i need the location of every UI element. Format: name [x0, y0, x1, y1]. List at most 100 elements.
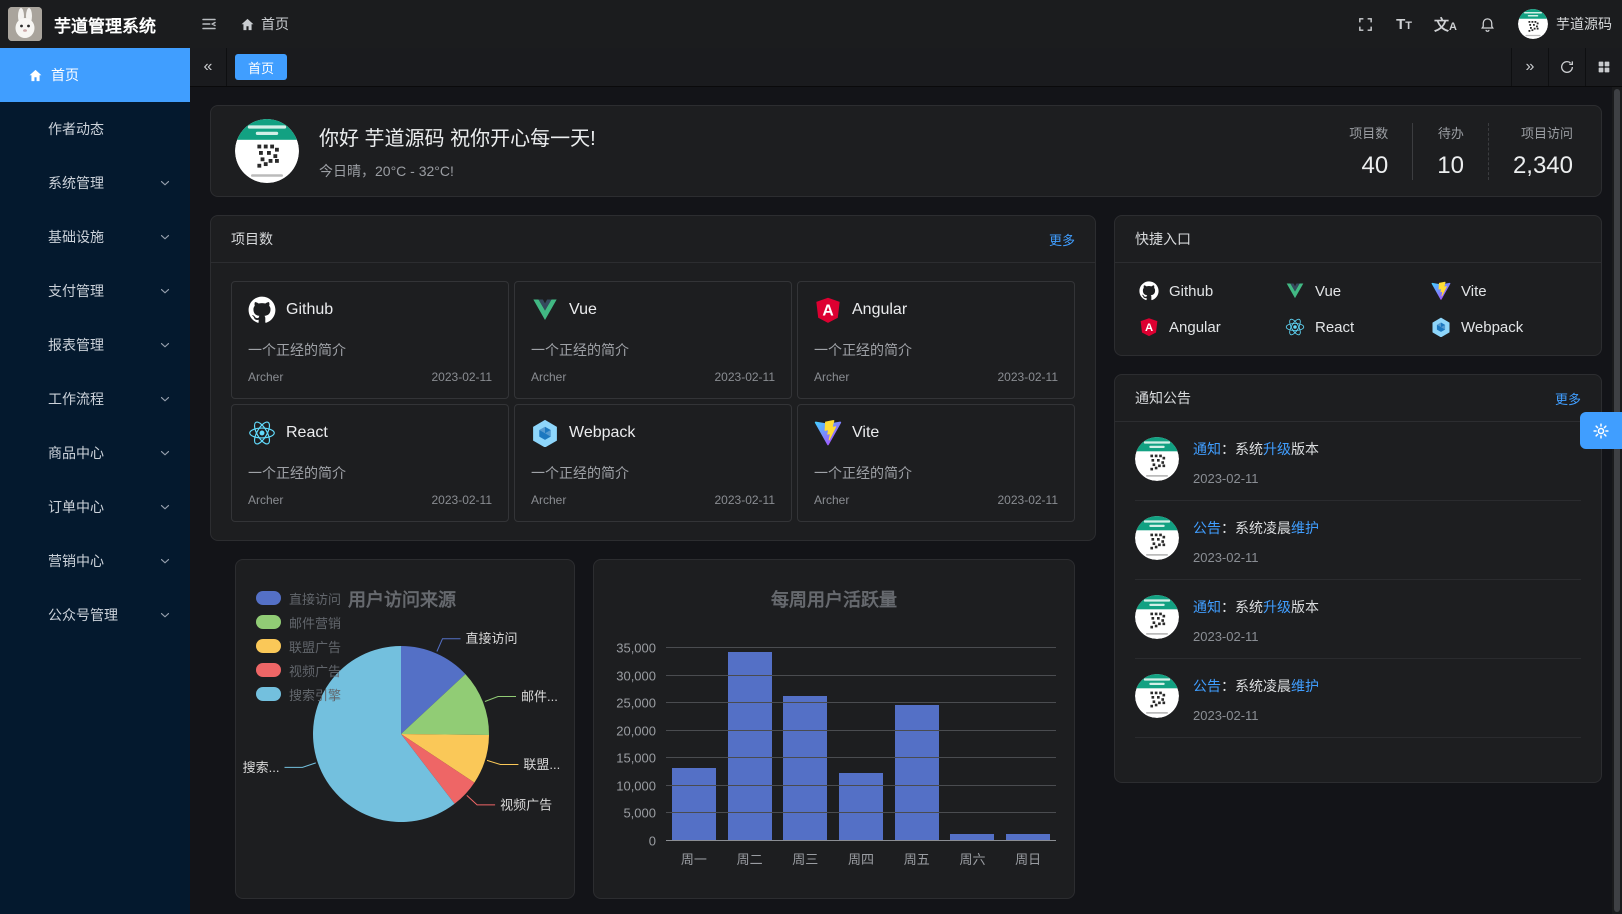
notice-qr-avatar: [1135, 595, 1179, 639]
font-size-icon[interactable]: TT: [1396, 15, 1413, 33]
sidebar-item-author-news[interactable]: 作者动态: [0, 102, 190, 156]
sidebar-item-system[interactable]: 系统管理: [0, 156, 190, 210]
notice-texts: 通知：系统升级版本 2023-02-11: [1193, 437, 1319, 486]
refresh-icon[interactable]: [1548, 48, 1585, 86]
tab-首页[interactable]: 首页: [235, 54, 288, 80]
pie-legend: 直接访问 邮件营销联盟广告视频广告 搜索引擎: [256, 586, 341, 706]
notice-title-link[interactable]: 通知：系统升级版本: [1193, 599, 1319, 615]
sidebar-item-label: 基础设施: [48, 229, 104, 245]
user-name: 芋道源码: [1556, 16, 1612, 32]
project-tile-head: A Angular: [814, 296, 1058, 324]
project-author: Archer: [531, 370, 567, 384]
bar-周一: [671, 767, 716, 841]
bar-chart-title: 每周用户活跃量: [771, 590, 897, 610]
welcome-stats: 项目数 40 待办 10 项目访问 2,340: [1325, 122, 1577, 180]
legend-label: 联盟广告: [289, 639, 342, 655]
sidebar-item-home[interactable]: 首页: [0, 48, 190, 102]
bell-icon[interactable]: [1479, 16, 1496, 33]
sidebar: 首页作者动态系统管理基础设施支付管理 报表管理工作流程商品中心 订单中心营销中心公众…: [0, 48, 190, 914]
sidebar-item-product[interactable]: 商品中心: [0, 426, 190, 480]
scrollbar-thumb[interactable]: [1614, 89, 1620, 912]
locale-icon[interactable]: 文A: [1434, 16, 1457, 34]
gridline: [666, 674, 1056, 676]
project-name: React: [286, 424, 328, 441]
sidebar-item-marketing[interactable]: 营销中心: [0, 534, 190, 588]
gridline: [666, 647, 1056, 648]
project-tile-head: Webpack: [531, 419, 775, 447]
gridline: [666, 840, 1056, 841]
weather-text: 今日晴，20°C - 32°C!: [319, 162, 454, 179]
breadcrumb[interactable]: 首页: [240, 14, 289, 34]
notices-card: 通知公告 更多 通知：系统升级版本 2023-02-11 公告：系统凌晨维护 2023…: [1114, 374, 1602, 783]
project-desc: 一个正经的简介: [248, 342, 346, 358]
shortcut-vue[interactable]: Vue: [1285, 281, 1431, 301]
webpack-icon: [1431, 317, 1451, 337]
notice-date: 2023-02-11: [1193, 550, 1259, 565]
project-tile-vue[interactable]: Vue 一个正经的简介 Archer 2023-02-11: [514, 281, 792, 399]
sidebar-item-workflow[interactable]: 工作流程: [0, 372, 190, 426]
vite-icon: [1431, 281, 1451, 301]
x-axis-label: 周一: [680, 852, 707, 867]
x-axis-label: 周四: [848, 852, 875, 867]
shortcut-github[interactable]: Github: [1139, 281, 1285, 301]
projects-more-link[interactable]: 更多: [1048, 232, 1075, 248]
shortcut-webpack[interactable]: Webpack: [1431, 317, 1577, 337]
shortcut-angular[interactable]: A Angular: [1139, 317, 1285, 337]
bar-slot: [945, 648, 1001, 841]
bar-chart: 周一 周二 周三 周四 周五 周六 周日 0 5,000 10,000 15,000 20,000 2…: [616, 641, 1056, 867]
layout-grid-icon[interactable]: [1585, 48, 1622, 86]
github-icon: [1139, 281, 1159, 301]
user-menu[interactable]: 芋道源码: [1518, 9, 1612, 39]
bar-周六: [950, 833, 995, 841]
pie-chart-card: 用户访问来源 直接访问 邮件营销 联盟广告 视频广告 搜索引擎 直接访问 邮件... 联盟.…: [235, 559, 575, 899]
notice-title-link[interactable]: 公告：系统凌晨维护: [1193, 520, 1319, 536]
chevron-down-icon: [158, 230, 172, 244]
notice-title-link[interactable]: 公告：系统凌晨维护: [1193, 678, 1319, 694]
notice-date: 2023-02-11: [1193, 629, 1259, 644]
legend-item-直接访问[interactable]: 直接访问: [256, 586, 341, 610]
sidebar-item-order[interactable]: 订单中心: [0, 480, 190, 534]
pie-slice-搜索引擎: [313, 646, 455, 822]
notice-title-link[interactable]: 通知：系统升级版本: [1193, 441, 1319, 457]
sidebar-item-mp[interactable]: 公众号管理: [0, 588, 190, 642]
project-tile-github[interactable]: Github 一个正经的简介 Archer 2023-02-11: [231, 281, 509, 399]
project-desc: 一个正经的简介: [531, 465, 629, 481]
legend-item-视频广告[interactable]: 视频广告: [256, 658, 341, 682]
sidebar-item-label: 首页: [51, 67, 79, 83]
sidebar-item-label: 工作流程: [48, 391, 104, 407]
shortcut-label: Github: [1169, 282, 1214, 300]
sidebar-item-pay[interactable]: 支付管理: [0, 264, 190, 318]
projects-card-title: 项目数: [231, 231, 273, 247]
legend-item-联盟广告[interactable]: 联盟广告: [256, 634, 341, 658]
tabs-scroll-right-icon[interactable]: »: [1511, 48, 1548, 86]
chevron-down-icon: [158, 338, 172, 352]
menu-fold-icon[interactable]: [200, 15, 218, 33]
shortcut-react[interactable]: React: [1285, 317, 1431, 337]
sidebar-item-report[interactable]: 报表管理: [0, 318, 190, 372]
legend-swatch: [256, 687, 281, 701]
tabs-scroll-left-icon[interactable]: «: [190, 48, 227, 86]
legend-item-搜索引擎[interactable]: 搜索引擎: [256, 682, 341, 706]
notices-more-link[interactable]: 更多: [1554, 391, 1581, 407]
user-avatar: [1518, 9, 1548, 39]
sidebar-item-label: 营销中心: [48, 553, 104, 569]
settings-gear-button[interactable]: [1580, 412, 1622, 449]
chevron-down-icon: [158, 446, 172, 460]
project-tile-react[interactable]: React 一个正经的简介 Archer 2023-02-11: [231, 404, 509, 522]
x-axis-label: 周日: [1015, 852, 1042, 867]
app-title: 芋道管理系统: [54, 16, 156, 36]
legend-item-邮件营销[interactable]: 邮件营销: [256, 610, 341, 634]
sidebar-item-infra[interactable]: 基础设施: [0, 210, 190, 264]
shortcut-vite[interactable]: Vite: [1431, 281, 1577, 301]
stat-项目访问: 项目访问 2,340: [1487, 122, 1577, 180]
fullscreen-icon[interactable]: [1357, 16, 1374, 33]
project-tile-angular[interactable]: A Angular 一个正经的简介 Archer 2023-02-11: [797, 281, 1075, 399]
gridline: [666, 729, 1056, 731]
project-tile-vite[interactable]: Vite 一个正经的简介 Archer 2023-02-11: [797, 404, 1075, 522]
sidebar-item-label: 系统管理: [48, 175, 104, 191]
x-axis-label: 周三: [792, 852, 819, 867]
stat-value: 40: [1361, 151, 1389, 179]
home-icon: [28, 68, 43, 83]
project-tile-webpack[interactable]: Webpack 一个正经的简介 Archer 2023-02-11: [514, 404, 792, 522]
bar-chart-card: 每周用户活跃量 周一 周二 周三 周四 周五 周六 周日 0 5,000 10,000 15,00…: [593, 559, 1075, 899]
